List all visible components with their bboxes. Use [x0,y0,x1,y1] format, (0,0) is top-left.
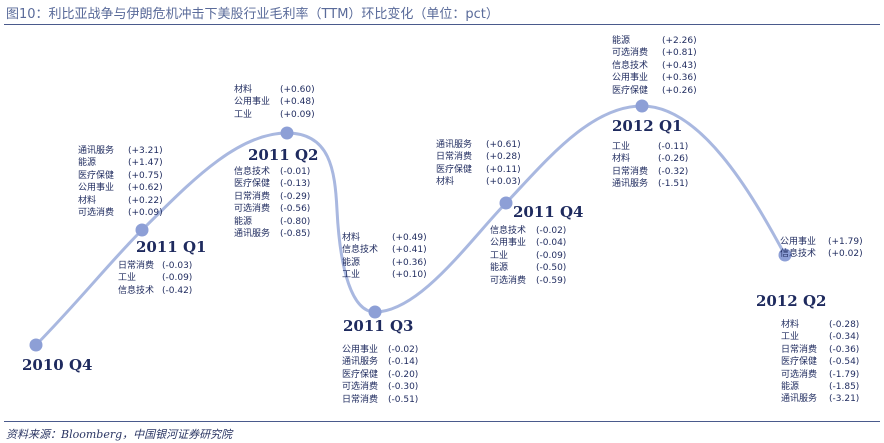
list-item: 通讯服务 (-0.14) [342,357,419,368]
node-2012q1 [635,99,649,113]
list-item: 材料 (-0.26) [612,154,689,165]
node-2011q1 [135,223,149,237]
list-item: 材料 (-0.28) [781,320,860,330]
list-item: 信息技术 (+0.02) [780,249,863,260]
q1-decrease-list: 日常消费 (-0.03) 工业 (-0.09) 信息技术 (-0.42) [118,260,192,297]
quarter-label-2010q4: 2010 Q4 [22,356,93,374]
list-item: 可选消费 (-0.30) [342,382,419,393]
quarter-label-2011q4: 2011 Q4 [513,203,584,221]
list-item: 医疗保健 (-0.13) [234,179,311,190]
q3-decrease-list: 公用事业 (-0.02) 通讯服务 (-0.14) 医疗保健 (-0.20) 可选消费… [342,344,418,406]
list-item: 工业 (-0.09) [118,273,193,284]
list-item: 可选消费 (-0.59) [490,275,567,286]
list-item: 工业 (-0.09) [490,250,567,261]
q2-decrease-list: 信息技术 (-0.01) 医疗保健 (-0.13) 日常消费 (-0.29) 可选消费… [234,166,310,240]
node-2012q2 [778,248,792,262]
list-item: 能源 (-1.85) [781,382,860,393]
node-2011q2 [280,126,294,140]
list-item: 能源 (-0.50) [490,263,567,274]
list-item: 可选消费 (-0.56) [234,204,311,215]
bottom-rule [4,421,880,422]
source-note: 资料来源：Bloomberg，中国银河证券研究院 [6,428,233,441]
node-2010q4 [29,338,43,352]
list-item: 日常消费 (-0.03) [118,261,193,271]
list-item: 日常消费 (-0.36) [781,344,860,355]
node-2011q3 [368,305,382,319]
list-item: 工业 (+0.10) [342,270,427,281]
list-item: 公用事业 (+0.62) [78,183,163,194]
list-item: 信息技术 (-0.01) [234,167,311,177]
list-item: 工业 (-0.34) [781,332,860,343]
q2-increase-list: 材料 (+0.60) 公用事业 (+0.48) 工业 (+0.09) [234,84,315,121]
list-item: 材料 (+0.03) [436,177,521,188]
list-item: 公用事业 (+1.79) [780,237,863,247]
list-item: 信息技术 (-0.02) [490,226,567,236]
list-item: 通讯服务 (+0.61) [436,140,521,150]
quarter-label-2012q1: 2012 Q1 [612,117,683,135]
list-item: 医疗保健 (-0.20) [342,369,419,380]
quarter-label-2011q1: 2011 Q1 [136,238,207,256]
list-item: 信息技术 (+0.43) [612,60,697,71]
list-item: 材料 (+0.60) [234,85,315,95]
list-item: 日常消费 (-0.32) [612,166,689,177]
quarter-label-2011q2: 2011 Q2 [248,146,319,164]
list-item: 可选消费 (-1.79) [781,369,860,380]
list-item: 通讯服务 (-1.51) [612,179,689,190]
list-item: 日常消费 (+0.28) [436,152,521,163]
list-item: 日常消费 (-0.29) [234,191,311,202]
list-item: 医疗保健 (+0.11) [436,164,521,175]
q4-decrease-list: 信息技术 (-0.02) 公用事业 (-0.04) 工业 (-0.09) 能源 (-0.… [490,225,566,287]
list-item: 公用事业 (-0.04) [490,238,567,249]
top-rule [4,24,880,25]
q6-decrease-list: 材料 (-0.28) 工业 (-0.34) 日常消费 (-0.36) 医疗保健 (-0.… [781,319,859,406]
list-item: 工业 (-0.11) [612,142,689,152]
list-item: 日常消费 (-0.51) [342,394,419,405]
list-item: 材料 (+0.22) [78,195,163,206]
list-item: 工业 (+0.09) [234,109,315,120]
list-item: 公用事业 (+0.48) [234,97,315,108]
q3-increase-list: 材料 (+0.49) 信息技术 (+0.41) 能源 (+0.36) 工业 (+0.10… [342,232,427,282]
list-item: 医疗保健 (+0.26) [612,85,697,96]
q5-decrease-list: 工业 (-0.11) 材料 (-0.26) 日常消费 (-0.32) 通讯服务 (-1.… [612,141,688,191]
quarter-label-2012q2: 2012 Q2 [756,292,827,310]
list-item: 通讯服务 (-3.21) [781,394,860,405]
list-item: 材料 (+0.49) [342,233,427,243]
list-item: 医疗保健 (-0.54) [781,357,860,368]
list-item: 可选消费 (+0.09) [78,208,163,219]
q1-increase-list: 通讯服务 (+3.21) 能源 (+1.47) 医疗保健 (+0.75) 公用事业 (+… [78,145,163,219]
figure-title: 图10：利比亚战争与伊朗危机冲击下美股行业毛利率（TTM）环比变化（单位：pct… [6,7,499,22]
list-item: 能源 (-0.80) [234,216,311,227]
list-item: 能源 (+0.36) [342,257,427,268]
list-item: 公用事业 (+0.36) [612,73,697,84]
list-item: 通讯服务 (+3.21) [78,146,163,156]
list-item: 信息技术 (-0.42) [118,285,193,296]
list-item: 通讯服务 (-0.85) [234,229,311,240]
q4-increase-list: 通讯服务 (+0.61) 日常消费 (+0.28) 医疗保健 (+0.11) 材料 (+… [436,139,521,189]
node-2011q4 [499,196,513,210]
quarter-label-2011q3: 2011 Q3 [343,317,414,335]
list-item: 医疗保健 (+0.75) [78,170,163,181]
q6-increase-list: 公用事业 (+1.79) 信息技术 (+0.02) [780,236,863,261]
q5-increase-list: 能源 (+2.26) 可选消费 (+0.81) 信息技术 (+0.43) 公用事业 (+… [612,35,697,97]
list-item: 公用事业 (-0.02) [342,345,419,355]
list-item: 信息技术 (+0.41) [342,245,427,256]
list-item: 可选消费 (+0.81) [612,48,697,59]
list-item: 能源 (+2.26) [612,36,697,46]
list-item: 能源 (+1.47) [78,158,163,169]
